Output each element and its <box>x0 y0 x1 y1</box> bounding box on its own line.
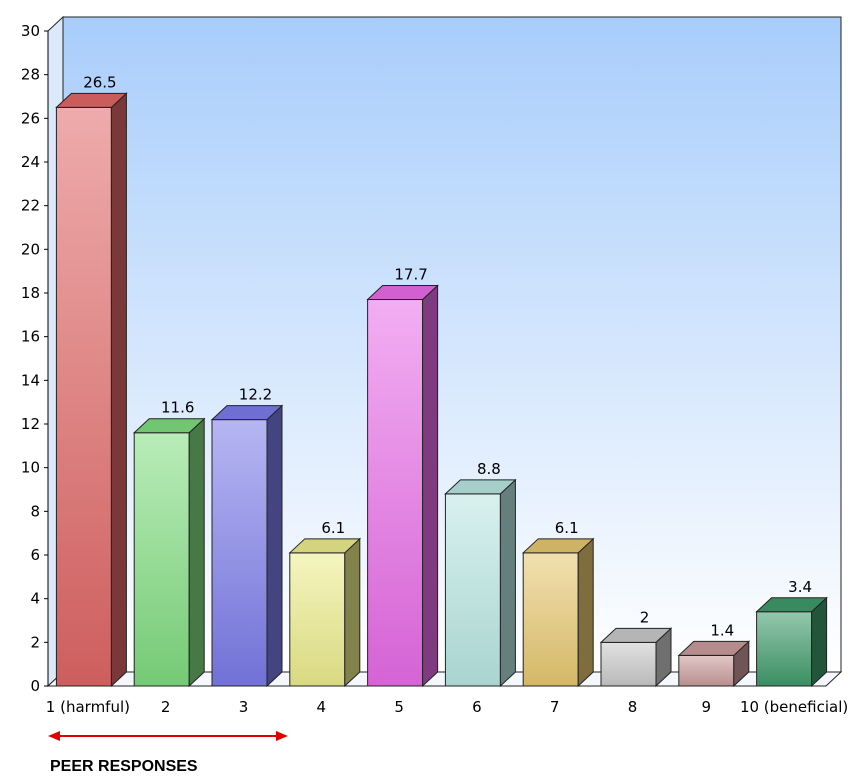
arrow-head-right <box>276 731 288 741</box>
bar-side <box>188 417 205 688</box>
data-label: 8.8 <box>477 460 501 478</box>
x-tick-label: 5 <box>394 698 404 716</box>
y-tick-label: 18 <box>21 284 40 302</box>
y-tick-label: 16 <box>21 328 40 346</box>
x-tick-label: 1 (harmful) <box>46 698 130 716</box>
y-tick-label: 24 <box>21 153 40 171</box>
bar: 11.6 <box>132 399 206 688</box>
bar-front <box>600 641 657 687</box>
bar: 12.2 <box>210 386 284 688</box>
bar-front <box>522 552 579 687</box>
x-tick-label: 6 <box>472 698 482 716</box>
bar: 6.1 <box>521 519 595 688</box>
bar-top <box>677 640 751 656</box>
x-axis: 1 (harmful) 2 3 4 5 6 7 8 9 10 (beneficial) <box>46 698 848 716</box>
x-tick-label: 9 <box>702 698 712 716</box>
bar-top <box>755 597 828 613</box>
arrow-head-left <box>48 731 60 741</box>
bar-top <box>55 92 128 108</box>
y-tick-label: 30 <box>21 22 40 40</box>
x-tick-label: 4 <box>317 698 327 716</box>
bar-front <box>55 106 112 687</box>
bar-front <box>756 611 813 687</box>
peer-responses-arrow <box>48 731 288 741</box>
data-label: 1.4 <box>710 621 734 639</box>
y-tick-label: 14 <box>21 371 40 389</box>
bar-front <box>211 419 268 687</box>
bar-side <box>577 537 594 688</box>
y-tick-label: 22 <box>21 197 40 215</box>
y-tick-label: 12 <box>21 415 40 433</box>
bar-front <box>133 432 190 687</box>
bars: 26.5 11.6 12.2 6.1 17.7 8.8 6.1 2 1.4 3.4 <box>55 73 828 688</box>
x-tick-label: 8 <box>628 698 638 716</box>
x-tick-label: 3 <box>239 698 249 716</box>
bar: 17.7 <box>366 266 439 688</box>
bar: 2 <box>599 608 673 688</box>
x-tick-label: 2 <box>161 698 171 716</box>
data-label: 12.2 <box>239 386 272 404</box>
data-label: 3.4 <box>788 578 812 596</box>
peer-responses-label: PEER RESPONSES <box>50 758 198 775</box>
x-tick-label: 10 (beneficial) <box>740 698 848 716</box>
bar-top <box>210 405 284 421</box>
data-label: 26.5 <box>83 73 116 91</box>
bar-side <box>499 478 516 688</box>
y-tick-label: 20 <box>21 240 40 258</box>
bar-top <box>132 418 206 434</box>
y-tick-label: 28 <box>21 66 40 84</box>
bar-side <box>422 284 439 688</box>
bar-front <box>678 654 735 687</box>
bar-top <box>288 538 362 554</box>
bar-top <box>521 538 595 554</box>
data-label: 6.1 <box>555 519 579 537</box>
bar: 1.4 <box>677 621 751 688</box>
data-label: 11.6 <box>161 399 194 417</box>
data-label: 2 <box>640 608 650 626</box>
y-tick-label: 4 <box>30 590 40 608</box>
data-label: 17.7 <box>394 266 427 284</box>
bar-side <box>110 92 127 688</box>
bar: 6.1 <box>288 519 362 688</box>
data-label: 6.1 <box>321 519 345 537</box>
y-tick-label: 8 <box>30 502 40 520</box>
bar-top <box>444 479 517 495</box>
y-tick-label: 0 <box>30 677 40 695</box>
bar-top <box>366 285 439 301</box>
bar-side <box>266 404 283 688</box>
bar-side <box>344 537 361 688</box>
bar: 3.4 <box>755 578 828 688</box>
bar: 8.8 <box>444 460 517 688</box>
y-tick-label: 6 <box>30 546 40 564</box>
bar-top <box>599 627 673 643</box>
bar-front <box>444 493 501 687</box>
x-tick-label: 7 <box>550 698 560 716</box>
bar: 26.5 <box>55 73 128 688</box>
bar-front <box>289 552 346 687</box>
bar-front <box>367 299 424 687</box>
bar-side <box>811 596 828 688</box>
y-tick-label: 2 <box>30 633 40 651</box>
y-tick-label: 26 <box>21 109 40 127</box>
y-tick-label: 10 <box>21 459 40 477</box>
